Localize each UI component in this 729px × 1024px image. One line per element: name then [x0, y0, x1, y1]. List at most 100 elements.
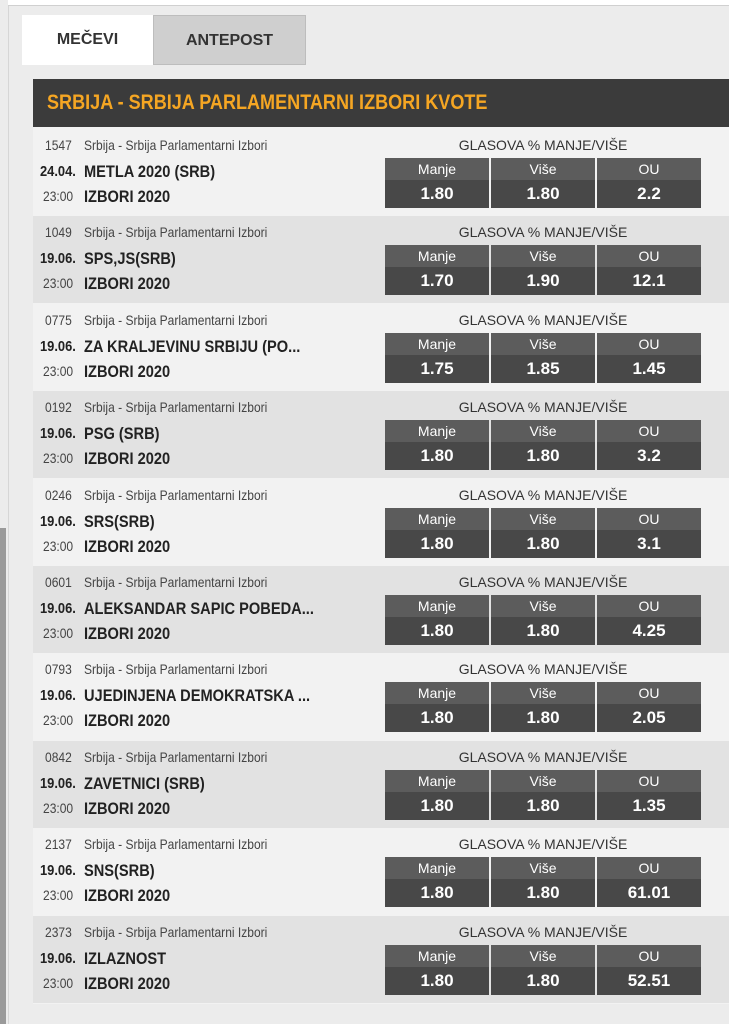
event-name[interactable]: ZA KRALJEVINU SRBIJU (PO... [84, 336, 301, 356]
event-id: 0842 [45, 748, 72, 765]
event-name[interactable]: ALEKSANDAR SAPIC POBEDA... [84, 599, 314, 618]
odds-button[interactable]: Više 1.80 [491, 595, 595, 645]
market-title: GLASOVA % MANJE/VIŠE [458, 399, 628, 416]
odds-button[interactable]: Manje 1.80 [385, 420, 489, 471]
event-name[interactable]: SPS,JS(SRB) [84, 249, 176, 269]
odds-label: OU [597, 507, 701, 530]
odds-value: 1.80 [385, 617, 489, 645]
event-name[interactable]: ZAVETNICI (SRB) [84, 773, 205, 793]
odds-value: 1.80 [385, 791, 489, 820]
odds-value: 1.80 [385, 966, 489, 995]
event-id: 1547 [45, 137, 72, 153]
odds-value: 1.80 [385, 879, 489, 908]
event-row: 2137 Srbija - Srbija Parlamentarni Izbori… [33, 828, 729, 916]
event-group: IZBORI 2020 [84, 361, 171, 381]
odds-button[interactable]: OU 3.2 [597, 420, 701, 471]
date: 19.06. [40, 512, 76, 530]
time: 23:00 [43, 887, 74, 904]
odds-label: Manje [385, 507, 489, 530]
odds-button[interactable]: Više 1.80 [491, 769, 595, 820]
odds-label: OU [597, 769, 701, 792]
odds-button[interactable]: OU 52.51 [597, 944, 701, 995]
event-name[interactable]: SNS(SRB) [84, 861, 155, 881]
odds-button[interactable]: Manje 1.80 [385, 507, 489, 558]
league: Srbija - Srbija Parlamentarni Izbori [84, 137, 268, 153]
odds-value: 1.80 [385, 529, 489, 558]
odds-button[interactable]: OU 61.01 [597, 857, 701, 908]
event-id: 0793 [45, 661, 72, 678]
event-name[interactable]: IZLAZNOST [84, 948, 167, 968]
odds-button[interactable]: Više 1.80 [491, 420, 595, 471]
odds-value: 1.75 [385, 354, 489, 383]
scrollbar[interactable] [0, 528, 6, 1024]
odds-button[interactable]: Manje 1.80 [385, 944, 489, 995]
odds-value: 1.90 [491, 267, 595, 296]
odds-button[interactable]: Više 1.80 [491, 944, 595, 995]
odds-value: 1.80 [491, 879, 595, 908]
odds-value: 1.80 [491, 617, 595, 645]
date: 24.04. [40, 163, 76, 180]
odds-value: 2.05 [597, 704, 701, 733]
event-row: 1547 Srbija - Srbija Parlamentarni Izbori… [33, 129, 729, 216]
odds-label: OU [597, 857, 701, 880]
league: Srbija - Srbija Parlamentarni Izbori [84, 486, 268, 503]
league: Srbija - Srbija Parlamentarni Izbori [84, 748, 268, 765]
odds-label: OU [597, 158, 701, 180]
odds-button[interactable]: OU 2.2 [597, 158, 701, 208]
odds-button[interactable]: OU 2.05 [597, 682, 701, 733]
event-row: 2373 Srbija - Srbija Parlamentarni Izbori… [33, 915, 729, 1003]
event-id: 0246 [45, 486, 72, 503]
time: 23:00 [43, 799, 74, 816]
time: 23:00 [43, 974, 74, 991]
odds-button[interactable]: Manje 1.80 [385, 857, 489, 908]
event-group: IZBORI 2020 [84, 711, 171, 731]
time: 23:00 [43, 275, 74, 292]
odds-label: Više [491, 245, 595, 268]
event-name[interactable]: PSG (SRB) [84, 424, 160, 444]
odds-button[interactable]: Više 1.80 [491, 682, 595, 733]
odds-label: OU [597, 332, 701, 355]
odds-button[interactable]: Manje 1.70 [385, 245, 489, 296]
event-group: IZBORI 2020 [84, 624, 171, 643]
odds-label: Više [491, 332, 595, 355]
odds-button[interactable]: Manje 1.80 [385, 595, 489, 645]
odds-button[interactable]: OU 3.1 [597, 507, 701, 558]
odds-button[interactable]: OU 4.25 [597, 595, 701, 645]
odds-button[interactable]: Više 1.80 [491, 158, 595, 208]
odds-button[interactable]: Manje 1.75 [385, 332, 489, 383]
event-row: 1049 Srbija - Srbija Parlamentarni Izbori… [33, 216, 729, 304]
odds-button[interactable]: OU 12.1 [597, 245, 701, 296]
odds-value: 1.80 [491, 180, 595, 208]
league: Srbija - Srbija Parlamentarni Izbori [84, 836, 268, 853]
odds-button[interactable]: Manje 1.80 [385, 682, 489, 733]
event-group: IZBORI 2020 [84, 886, 171, 906]
odds-button[interactable]: OU 1.45 [597, 332, 701, 383]
odds-button[interactable]: Više 1.85 [491, 332, 595, 383]
odds-value: 1.70 [385, 267, 489, 296]
event-row: 0842 Srbija - Srbija Parlamentarni Izbori… [33, 740, 729, 828]
odds-button[interactable]: Više 1.90 [491, 245, 595, 296]
odds-value: 4.25 [597, 617, 701, 645]
odds-value: 1.80 [491, 529, 595, 558]
odds-button[interactable]: Više 1.80 [491, 857, 595, 908]
market-title: GLASOVA % MANJE/VIŠE [458, 574, 628, 590]
panel-header: SRBIJA - SRBIJA PARLAMENTARNI IZBORI KVO… [33, 79, 729, 127]
market-title: GLASOVA % MANJE/VIŠE [458, 224, 628, 241]
event-row: 0246 Srbija - Srbija Parlamentarni Izbori… [33, 478, 729, 566]
event-name[interactable]: SRS(SRB) [84, 511, 155, 531]
odds-value: 1.80 [491, 791, 595, 820]
tab[interactable]: MEČEVI [22, 15, 153, 65]
odds-button[interactable]: OU 1.35 [597, 769, 701, 820]
event-name[interactable]: METLA 2020 (SRB) [84, 162, 216, 181]
odds-button[interactable]: Više 1.80 [491, 507, 595, 558]
tab[interactable]: ANTEPOST [153, 15, 306, 65]
odds-value: 61.01 [597, 879, 701, 908]
league: Srbija - Srbija Parlamentarni Izbori [84, 311, 268, 328]
odds-button[interactable]: Manje 1.80 [385, 769, 489, 820]
odds-label: Više [491, 944, 595, 967]
odds-button[interactable]: Manje 1.80 [385, 158, 489, 208]
time: 23:00 [43, 625, 74, 641]
event-name[interactable]: UJEDINJENA DEMOKRATSKA ... [84, 686, 311, 706]
event-id: 2137 [45, 836, 72, 853]
odds-label: Više [491, 595, 595, 617]
